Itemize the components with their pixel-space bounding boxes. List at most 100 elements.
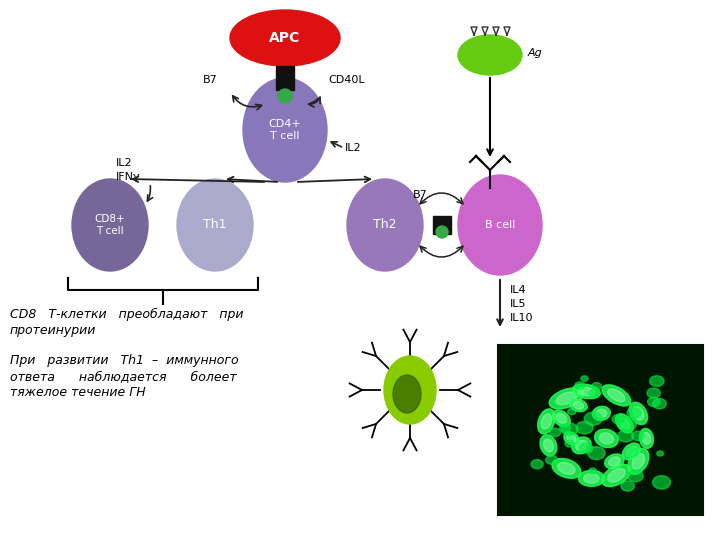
Ellipse shape — [599, 433, 613, 444]
Ellipse shape — [564, 432, 579, 445]
Ellipse shape — [608, 389, 625, 402]
Ellipse shape — [625, 447, 638, 457]
Ellipse shape — [546, 455, 557, 464]
Ellipse shape — [618, 430, 634, 442]
Ellipse shape — [243, 78, 327, 182]
Ellipse shape — [347, 179, 423, 271]
Ellipse shape — [596, 409, 607, 417]
Text: При   развитии   Th1  –  иммунного: При развитии Th1 – иммунного — [10, 354, 238, 367]
Text: CD40L: CD40L — [328, 75, 364, 85]
Ellipse shape — [541, 414, 552, 429]
Ellipse shape — [558, 462, 575, 474]
Ellipse shape — [618, 417, 636, 431]
Ellipse shape — [626, 447, 636, 456]
Ellipse shape — [572, 384, 600, 399]
Ellipse shape — [552, 410, 570, 427]
Ellipse shape — [436, 226, 448, 238]
Ellipse shape — [632, 454, 644, 469]
Ellipse shape — [572, 437, 591, 454]
Ellipse shape — [230, 10, 340, 66]
Text: APC: APC — [269, 31, 301, 45]
Ellipse shape — [72, 179, 148, 271]
Ellipse shape — [559, 424, 570, 433]
Ellipse shape — [633, 407, 644, 420]
Ellipse shape — [608, 469, 625, 482]
Text: B cell: B cell — [485, 220, 516, 230]
Ellipse shape — [567, 435, 576, 442]
Ellipse shape — [384, 356, 436, 424]
Ellipse shape — [177, 179, 253, 271]
Ellipse shape — [628, 448, 649, 474]
Text: B7: B7 — [202, 75, 217, 85]
Ellipse shape — [538, 409, 555, 434]
Ellipse shape — [589, 389, 600, 397]
Ellipse shape — [605, 454, 624, 469]
Ellipse shape — [562, 423, 578, 435]
Ellipse shape — [556, 392, 577, 404]
Text: IL2
IFNγ: IL2 IFNγ — [116, 158, 140, 181]
Text: CD8   Т-клетки   преобладают   при: CD8 Т-клетки преобладают при — [10, 308, 243, 321]
Text: Ag: Ag — [528, 48, 543, 58]
Bar — [433, 216, 451, 234]
Ellipse shape — [619, 417, 630, 429]
Text: ответа      наблюдается      болеет: ответа наблюдается болеет — [10, 370, 237, 383]
Ellipse shape — [458, 175, 542, 275]
Ellipse shape — [581, 376, 588, 381]
Ellipse shape — [589, 468, 596, 474]
Ellipse shape — [549, 388, 584, 409]
Ellipse shape — [544, 439, 554, 452]
Ellipse shape — [627, 408, 641, 418]
Ellipse shape — [647, 397, 660, 407]
Ellipse shape — [608, 457, 620, 466]
Ellipse shape — [567, 408, 576, 415]
Text: IL2: IL2 — [345, 143, 361, 153]
Ellipse shape — [652, 399, 666, 409]
Ellipse shape — [458, 35, 522, 75]
Ellipse shape — [621, 481, 634, 491]
Text: IL4
IL5
IL10: IL4 IL5 IL10 — [510, 285, 534, 323]
Ellipse shape — [565, 440, 575, 447]
Ellipse shape — [584, 474, 599, 483]
Text: CD8+
T cell: CD8+ T cell — [95, 214, 125, 236]
Ellipse shape — [573, 402, 584, 409]
Ellipse shape — [657, 451, 664, 456]
Ellipse shape — [647, 388, 660, 398]
Ellipse shape — [593, 406, 611, 421]
Text: CD4+
T cell: CD4+ T cell — [269, 119, 302, 141]
Text: тяжелое течение ГН: тяжелое течение ГН — [10, 386, 145, 399]
Ellipse shape — [578, 470, 604, 487]
Text: протеинурии: протеинурии — [10, 324, 96, 337]
Ellipse shape — [531, 460, 543, 469]
Ellipse shape — [592, 383, 601, 390]
Ellipse shape — [612, 415, 625, 424]
Text: Th2: Th2 — [373, 219, 397, 232]
Bar — [498, 345, 703, 515]
Bar — [276, 66, 294, 90]
Ellipse shape — [595, 429, 618, 448]
Ellipse shape — [540, 435, 557, 456]
Ellipse shape — [575, 382, 585, 389]
Ellipse shape — [629, 402, 647, 424]
Ellipse shape — [549, 428, 561, 436]
Ellipse shape — [580, 443, 593, 453]
Ellipse shape — [602, 385, 631, 406]
Ellipse shape — [585, 412, 602, 426]
Ellipse shape — [642, 433, 651, 444]
Ellipse shape — [628, 470, 643, 482]
Ellipse shape — [278, 89, 292, 103]
Ellipse shape — [602, 464, 631, 487]
Ellipse shape — [556, 414, 567, 423]
Ellipse shape — [575, 440, 588, 450]
Ellipse shape — [576, 421, 593, 434]
Ellipse shape — [393, 375, 421, 413]
Ellipse shape — [570, 399, 588, 411]
Ellipse shape — [623, 443, 640, 460]
Text: B7: B7 — [413, 190, 428, 200]
Text: Th1: Th1 — [203, 219, 227, 232]
Ellipse shape — [639, 428, 654, 448]
Ellipse shape — [578, 387, 595, 396]
Ellipse shape — [652, 476, 670, 489]
Ellipse shape — [631, 431, 644, 441]
Ellipse shape — [616, 414, 634, 433]
Ellipse shape — [649, 376, 664, 387]
